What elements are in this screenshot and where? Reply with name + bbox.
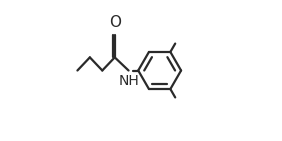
Text: NH: NH (119, 74, 140, 88)
Text: O: O (109, 15, 121, 30)
